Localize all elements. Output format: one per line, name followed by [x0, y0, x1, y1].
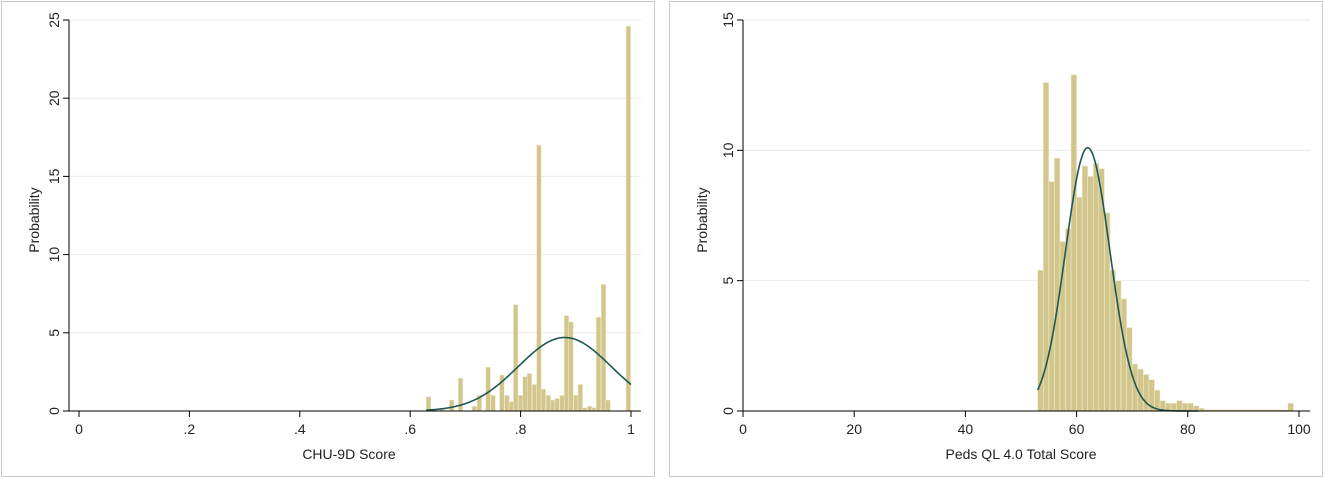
- x-tick-label: .4: [294, 421, 306, 437]
- histogram-bar: [425, 396, 432, 412]
- histogram-bar: [600, 284, 607, 412]
- histogram-bar: [1054, 157, 1061, 412]
- histogram-bar: [1287, 402, 1294, 412]
- y-tick-label: 25: [46, 12, 62, 28]
- y-tick-label: 20: [46, 90, 62, 106]
- histogram-bar: [1176, 400, 1183, 412]
- y-axis-label: Probability: [26, 187, 42, 252]
- x-tick-label: 1: [627, 421, 635, 437]
- x-tick-label: .6: [404, 421, 416, 437]
- chu9d-histogram-panel: 0 5 10 15 20 25 0 .2 .4 .6 .8 1 CHU-9D Score Probab…: [1, 1, 655, 477]
- histogram-bar: [513, 304, 519, 412]
- histogram-bar: [1070, 74, 1077, 412]
- chu9d-histogram-chart: 0 5 10 15 20 25 0 .2 .4 .6 .8 1 CHU-9D Score Probab…: [26, 12, 641, 462]
- y-axis-label: Probability: [694, 187, 710, 252]
- histogram-bar: [518, 395, 524, 412]
- histogram-bar: [1126, 327, 1133, 412]
- histogram-bar: [1087, 176, 1094, 412]
- y-tick-label: 10: [720, 142, 736, 158]
- x-tick-label: 0: [739, 421, 747, 437]
- histogram-bar: [595, 316, 602, 412]
- x-tick-label: 0: [75, 421, 83, 437]
- histogram-bar: [568, 321, 574, 412]
- x-tick-label: 60: [1069, 421, 1085, 437]
- x-tick-label: .8: [515, 421, 527, 437]
- x-tick-label: 80: [1180, 421, 1196, 437]
- histogram-bar: [545, 395, 551, 412]
- histogram-bar: [536, 144, 542, 412]
- pedsql-histogram-chart: 0 5 10 15 0 20 40 60 80 100 Peds QL 4.0 Total Sco…: [694, 12, 1311, 462]
- histogram-bar: [1065, 228, 1072, 412]
- histogram-bar: [1048, 181, 1055, 412]
- histogram-bar: [1092, 163, 1100, 412]
- histogram-bar: [577, 384, 583, 412]
- histogram-bar: [540, 388, 546, 412]
- histogram-bar: [587, 406, 593, 412]
- x-tick-label: 100: [1287, 421, 1311, 437]
- histogram-bar: [563, 315, 570, 412]
- y-tick-label: 5: [46, 329, 62, 337]
- y-tick-label: 0: [46, 407, 62, 415]
- y-tick-label: 15: [46, 168, 62, 184]
- histogram-bar: [490, 395, 496, 412]
- histogram-bar: [485, 366, 491, 412]
- histogram-bar: [508, 401, 514, 412]
- histogram-bar: [526, 373, 533, 412]
- x-tick-label: .2: [184, 421, 196, 437]
- pedsql-histogram-panel: 0 5 10 15 0 20 40 60 80 100 Peds QL 4.0 Total Sco…: [669, 1, 1323, 477]
- normal-density-curve: [426, 336, 632, 411]
- y-tick-label: 0: [720, 407, 736, 415]
- x-tick-label: 20: [846, 421, 862, 437]
- histogram-bar: [1076, 196, 1083, 412]
- histogram-bar: [1181, 402, 1189, 412]
- y-tick-label: 15: [720, 12, 736, 28]
- histogram-bar: [1042, 82, 1050, 412]
- histogram-bar: [504, 395, 510, 412]
- y-tick-label: 10: [46, 247, 62, 263]
- histogram-bar: [471, 406, 477, 412]
- x-tick-label: 40: [958, 421, 974, 437]
- x-axis-label: Peds QL 4.0 Total Score: [946, 446, 1097, 462]
- histogram-bar: [1109, 269, 1116, 412]
- histogram-bar: [449, 399, 455, 412]
- histogram-bar: [1187, 402, 1194, 412]
- histogram-bar: [550, 399, 556, 412]
- histogram-bar: [531, 384, 538, 412]
- histogram-bar: [573, 395, 579, 412]
- histogram-bar: [554, 398, 560, 412]
- histogram-bar: [625, 25, 631, 412]
- histogram-bar: [522, 376, 528, 412]
- histogram-bar: [1081, 165, 1089, 412]
- y-tick-label: 5: [720, 277, 736, 285]
- histogram-bar: [1170, 402, 1177, 412]
- histogram-bar: [1120, 298, 1127, 412]
- histogram-bar: [559, 395, 565, 412]
- histogram-bar: [605, 399, 611, 412]
- x-axis-label: CHU-9D Score: [302, 446, 396, 462]
- histogram-bar: [1143, 374, 1150, 412]
